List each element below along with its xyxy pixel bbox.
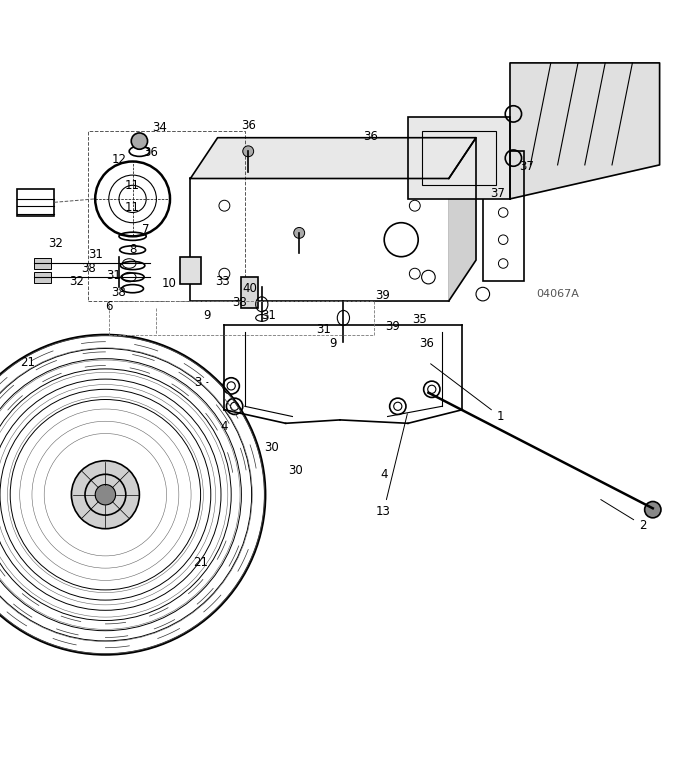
Text: 38: 38: [112, 286, 126, 299]
Text: 9: 9: [203, 309, 211, 322]
Text: 31: 31: [106, 269, 121, 282]
Circle shape: [95, 484, 116, 505]
Text: 4: 4: [380, 468, 388, 481]
Polygon shape: [190, 138, 476, 178]
Bar: [190, 178, 449, 301]
Text: 30: 30: [265, 441, 279, 454]
Text: 35: 35: [412, 313, 427, 326]
Text: 12: 12: [112, 153, 126, 166]
Bar: [422, 131, 496, 185]
Text: 37: 37: [490, 187, 505, 200]
Text: 38: 38: [232, 296, 247, 309]
Bar: [88, 131, 245, 301]
Bar: [34, 258, 51, 269]
Text: 8: 8: [129, 243, 136, 256]
Text: 21: 21: [20, 356, 35, 369]
Bar: [241, 277, 258, 308]
Bar: [483, 151, 524, 281]
Polygon shape: [449, 138, 476, 301]
Text: 13: 13: [376, 414, 407, 518]
Text: 7: 7: [142, 223, 150, 236]
Text: 40: 40: [242, 282, 257, 295]
Circle shape: [243, 146, 254, 157]
Text: 38: 38: [81, 262, 96, 275]
Text: 32: 32: [48, 236, 63, 249]
Text: 36: 36: [420, 337, 435, 350]
Text: 39: 39: [375, 289, 390, 302]
Bar: [408, 117, 510, 199]
Text: 4: 4: [220, 420, 228, 433]
Text: 11: 11: [125, 200, 140, 213]
Circle shape: [294, 227, 305, 239]
Text: 3: 3: [194, 376, 208, 389]
Text: 04067A: 04067A: [536, 289, 579, 299]
Bar: [17, 189, 54, 216]
Text: 21: 21: [193, 555, 208, 568]
Text: 31: 31: [316, 323, 331, 336]
Text: 9: 9: [329, 337, 337, 350]
Text: 34: 34: [152, 121, 167, 134]
Text: 2: 2: [600, 500, 647, 532]
Text: 6: 6: [105, 300, 113, 313]
Text: 10: 10: [161, 278, 176, 291]
Bar: [34, 272, 51, 282]
Text: 31: 31: [88, 248, 103, 261]
Circle shape: [645, 502, 661, 518]
Text: 36: 36: [363, 130, 378, 143]
Text: 11: 11: [125, 179, 140, 192]
Text: 36: 36: [143, 146, 158, 159]
Text: 30: 30: [288, 464, 303, 477]
Bar: [180, 257, 201, 284]
Text: 32: 32: [69, 275, 84, 288]
Text: 36: 36: [241, 119, 256, 132]
Polygon shape: [510, 63, 660, 199]
Text: 37: 37: [520, 160, 534, 173]
Circle shape: [71, 461, 139, 529]
Text: 39: 39: [385, 320, 400, 333]
Text: 33: 33: [215, 275, 230, 288]
Circle shape: [131, 133, 148, 149]
Text: 1: 1: [430, 364, 504, 423]
Text: 31: 31: [261, 309, 276, 322]
